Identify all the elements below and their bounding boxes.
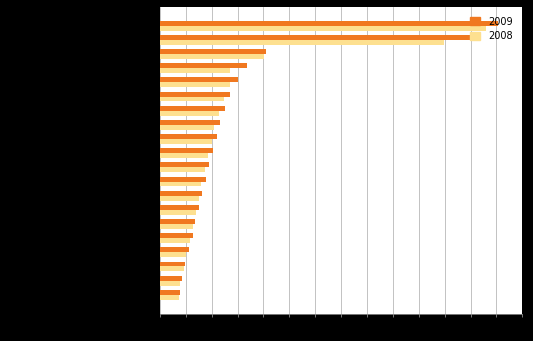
Bar <box>160 196 199 201</box>
Bar <box>160 177 206 181</box>
Bar <box>160 125 214 130</box>
Bar <box>160 295 179 300</box>
Bar <box>160 40 444 45</box>
Bar <box>160 106 225 111</box>
Bar <box>160 266 184 271</box>
Bar <box>160 26 486 31</box>
Bar <box>160 205 199 210</box>
Bar <box>160 191 202 196</box>
Bar <box>160 35 474 40</box>
Bar <box>160 139 212 144</box>
Bar <box>160 167 205 172</box>
Bar <box>160 92 230 97</box>
Bar <box>160 49 266 54</box>
Bar <box>160 281 181 286</box>
Bar <box>160 233 192 238</box>
Bar <box>160 97 224 102</box>
Bar <box>160 238 190 243</box>
Bar <box>160 224 192 229</box>
Legend: 2009, 2008: 2009, 2008 <box>466 12 518 46</box>
Bar <box>160 77 238 83</box>
Bar <box>160 120 220 125</box>
Bar <box>160 54 264 59</box>
Bar <box>160 63 247 68</box>
Bar <box>160 111 219 116</box>
Bar <box>160 219 195 224</box>
Bar <box>160 247 189 252</box>
Bar <box>160 181 201 187</box>
Bar <box>160 252 187 257</box>
Bar <box>160 21 498 26</box>
Bar <box>160 153 208 158</box>
Bar <box>160 262 185 266</box>
Bar <box>160 68 230 73</box>
Bar <box>160 210 196 215</box>
Bar <box>160 83 230 87</box>
Bar <box>160 276 182 281</box>
Bar <box>160 162 209 167</box>
Bar <box>160 134 217 139</box>
Bar <box>160 290 181 295</box>
Bar <box>160 148 213 153</box>
